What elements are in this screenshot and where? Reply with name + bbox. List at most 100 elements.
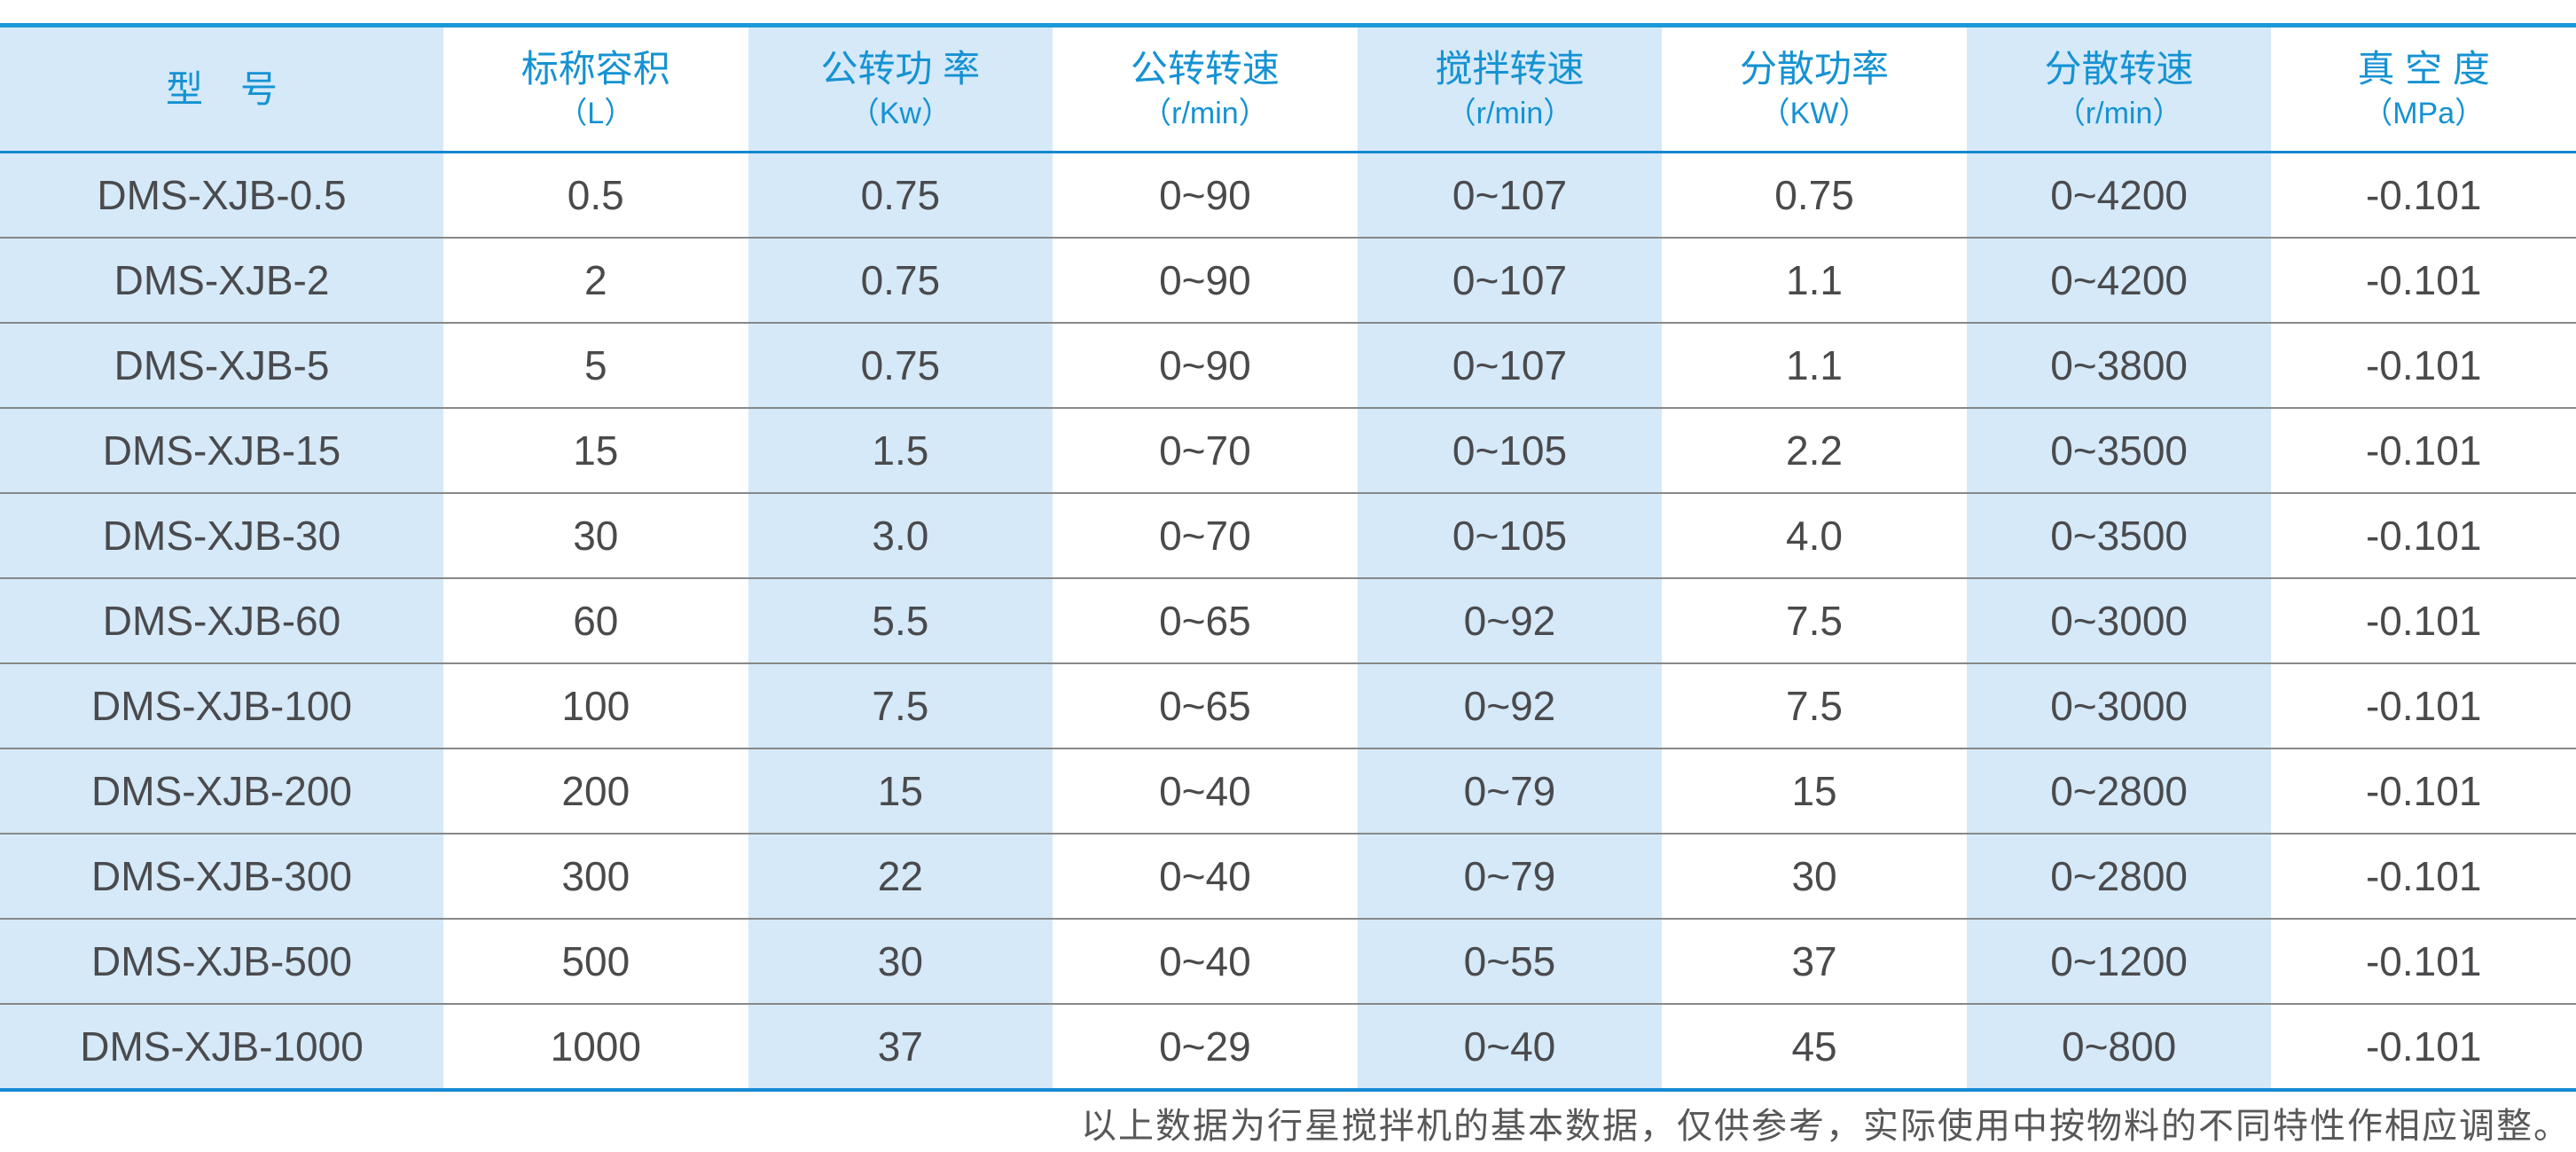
value-cell: 0~3500 xyxy=(1966,492,2272,578)
value-cell: 22 xyxy=(748,833,1053,919)
value-cell: 0.75 xyxy=(1662,152,1967,238)
col-header-unit: （r/min） xyxy=(1445,96,1574,130)
value-cell: 0~90 xyxy=(1053,152,1358,238)
col-header-dispersing-speed: 分散转速 （r/min） xyxy=(1966,25,2272,153)
col-header-label: 公转转速 xyxy=(1130,47,1280,90)
value-cell: 7.5 xyxy=(748,662,1053,748)
model-cell: DMS-XJB-500 xyxy=(0,918,443,1004)
value-cell: 7.5 xyxy=(1662,577,1967,663)
value-cell: 45 xyxy=(1662,1003,1967,1090)
spec-table-body: DMS-XJB-0.5 0.5 0.75 0~90 0~107 0.75 0~4200 -0.… xyxy=(0,152,2576,1090)
value-cell: 0~70 xyxy=(1053,492,1358,578)
col-header-label: 真 空 度 xyxy=(2357,47,2490,90)
col-header-dispersing-power: 分散功率 （KW） xyxy=(1662,25,1967,153)
col-header-stirring-speed: 搅拌转速 （r/min） xyxy=(1357,25,1663,153)
value-cell: 0~70 xyxy=(1053,407,1358,493)
value-cell: 0~55 xyxy=(1357,918,1663,1004)
model-cell: DMS-XJB-0.5 xyxy=(0,152,443,238)
col-header-nominal-volume: 标称容积 （L） xyxy=(443,25,748,153)
value-cell: 0~2800 xyxy=(1966,748,2272,834)
table-row: DMS-XJB-2 2 0.75 0~90 0~107 1.1 0~4200 -0.101 xyxy=(0,237,2576,323)
value-cell: 0~65 xyxy=(1053,662,1358,748)
value-cell: -0.101 xyxy=(2271,833,2576,919)
value-cell: 200 xyxy=(443,748,748,834)
value-cell: -0.101 xyxy=(2271,492,2576,578)
value-cell: 0~4200 xyxy=(1966,237,2272,323)
value-cell: 2.2 xyxy=(1662,407,1967,493)
value-cell: 0~107 xyxy=(1357,322,1663,408)
value-cell: 2 xyxy=(443,237,748,323)
model-cell: DMS-XJB-2 xyxy=(0,237,443,323)
table-row: DMS-XJB-100 100 7.5 0~65 0~92 7.5 0~3000 -0.101 xyxy=(0,662,2576,748)
value-cell: -0.101 xyxy=(2271,748,2576,834)
table-row: DMS-XJB-0.5 0.5 0.75 0~90 0~107 0.75 0~4200 -0.… xyxy=(0,152,2576,238)
value-cell: 100 xyxy=(443,662,748,748)
value-cell: 4.0 xyxy=(1662,492,1967,578)
spec-table: 型 号 标称容积 （L） 公转功 率 （Kw） 公转转速 （r/min） 搅拌转… xyxy=(0,23,2576,1092)
col-header-unit: （r/min） xyxy=(2055,96,2183,130)
col-header-label: 搅拌转速 xyxy=(1435,47,1585,90)
value-cell: -0.101 xyxy=(2271,152,2576,238)
model-cell: DMS-XJB-200 xyxy=(0,748,443,834)
value-cell: 300 xyxy=(443,833,748,919)
value-cell: 1.1 xyxy=(1662,322,1967,408)
value-cell: 500 xyxy=(443,918,748,1004)
table-row: DMS-XJB-15 15 1.5 0~70 0~105 2.2 0~3500 -0.101 xyxy=(0,407,2576,493)
col-header-label: 公转功 率 xyxy=(820,47,981,90)
value-cell: 30 xyxy=(748,918,1053,1004)
value-cell: 0~90 xyxy=(1053,237,1358,323)
value-cell: 0~107 xyxy=(1357,237,1663,323)
value-cell: 0~3000 xyxy=(1966,577,2272,663)
value-cell: 0~3000 xyxy=(1966,662,2272,748)
value-cell: 15 xyxy=(1662,748,1967,834)
col-header-label: 分散功率 xyxy=(1740,47,1890,90)
col-header-model: 型 号 xyxy=(0,25,443,153)
model-cell: DMS-XJB-60 xyxy=(0,577,443,663)
value-cell: 15 xyxy=(748,748,1053,834)
value-cell: 0~2800 xyxy=(1966,833,2272,919)
value-cell: -0.101 xyxy=(2271,662,2576,748)
header-row: 型 号 标称容积 （L） 公转功 率 （Kw） 公转转速 （r/min） 搅拌转… xyxy=(0,25,2576,153)
model-cell: DMS-XJB-300 xyxy=(0,833,443,919)
col-header-unit: （r/min） xyxy=(1141,96,1269,130)
value-cell: 0~1200 xyxy=(1966,918,2272,1004)
value-cell: -0.101 xyxy=(2271,577,2576,663)
col-header-revolution-speed: 公转转速 （r/min） xyxy=(1053,25,1358,153)
table-row: DMS-XJB-5 5 0.75 0~90 0~107 1.1 0~3800 -0.101 xyxy=(0,322,2576,408)
value-cell: 0~3500 xyxy=(1966,407,2272,493)
table-row: DMS-XJB-1000 1000 37 0~29 0~40 45 0~800 -0.101 xyxy=(0,1003,2576,1090)
model-cell: DMS-XJB-15 xyxy=(0,407,443,493)
table-row: DMS-XJB-60 60 5.5 0~65 0~92 7.5 0~3000 -0.101 xyxy=(0,577,2576,663)
value-cell: 0~65 xyxy=(1053,577,1358,663)
footer-note: 以上数据为行星搅拌机的基本数据，仅供参考，实际使用中按物料的不同特性作相应调整。 xyxy=(1081,1106,2571,1147)
value-cell: -0.101 xyxy=(2271,1003,2576,1090)
value-cell: 30 xyxy=(1662,833,1967,919)
value-cell: 0.75 xyxy=(748,322,1053,408)
value-cell: 0~105 xyxy=(1357,407,1663,493)
col-header-label: 标称容积 xyxy=(521,47,670,90)
value-cell: 1.1 xyxy=(1662,237,1967,323)
value-cell: -0.101 xyxy=(2271,407,2576,493)
value-cell: -0.101 xyxy=(2271,322,2576,408)
value-cell: 0~92 xyxy=(1357,662,1663,748)
value-cell: 0~79 xyxy=(1357,833,1663,919)
value-cell: -0.101 xyxy=(2271,918,2576,1004)
value-cell: 0~29 xyxy=(1053,1003,1358,1090)
value-cell: 0.75 xyxy=(748,152,1053,238)
value-cell: 3.0 xyxy=(748,492,1053,578)
model-cell: DMS-XJB-100 xyxy=(0,662,443,748)
value-cell: 1.5 xyxy=(748,407,1053,493)
col-header-label: 分散转速 xyxy=(2044,47,2194,90)
col-header-unit: （MPa） xyxy=(2362,96,2486,130)
col-header-vacuum-degree: 真 空 度 （MPa） xyxy=(2271,25,2576,153)
value-cell: 0~4200 xyxy=(1966,152,2272,238)
model-cell: DMS-XJB-1000 xyxy=(0,1003,443,1090)
value-cell: 0~40 xyxy=(1357,1003,1663,1090)
value-cell: 0~40 xyxy=(1053,918,1358,1004)
col-header-unit: （L） xyxy=(557,96,635,130)
value-cell: 0~79 xyxy=(1357,748,1663,834)
spec-table-header: 型 号 标称容积 （L） 公转功 率 （Kw） 公转转速 （r/min） 搅拌转… xyxy=(0,25,2576,153)
value-cell: 37 xyxy=(1662,918,1967,1004)
model-cell: DMS-XJB-5 xyxy=(0,322,443,408)
